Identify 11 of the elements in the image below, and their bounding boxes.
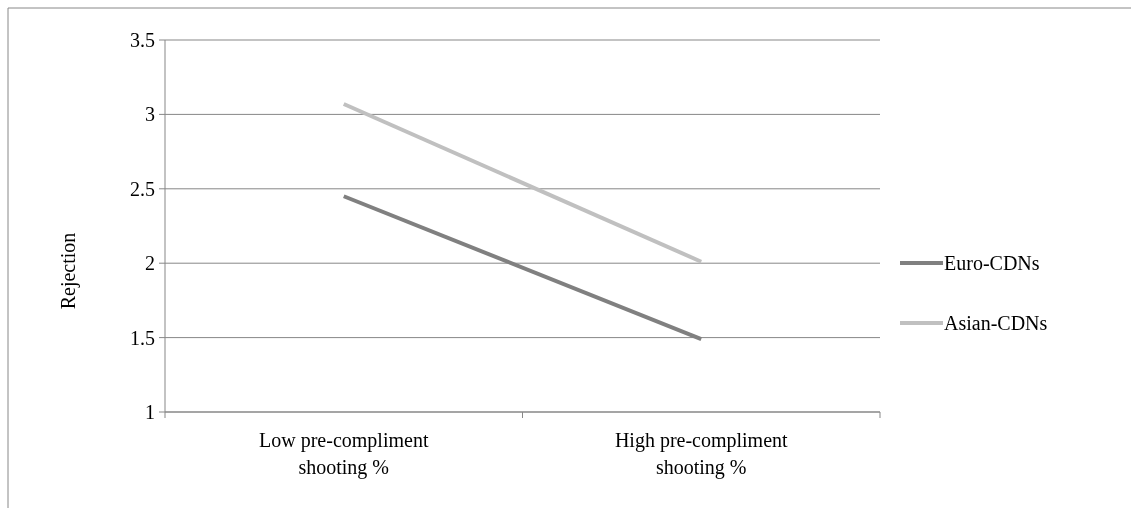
y-axis-title: Rejection [57, 232, 80, 310]
y-tick-label: 1 [145, 401, 155, 423]
y-tick-label: 2 [145, 252, 155, 275]
x-tick-label: High pre-compliment shooting % [614, 429, 789, 479]
y-tick-label: 3 [145, 103, 155, 126]
legend-label: Asian-CDNs [944, 312, 1048, 334]
y-tick-label: 3.5 [130, 29, 155, 51]
y-tick-label: 1.5 [130, 326, 155, 349]
y-tick-label: 2.5 [130, 177, 155, 200]
x-tick-label: Low pre-compliment shooting % [259, 429, 429, 479]
legend-label: Euro-CDNs [944, 252, 1040, 274]
